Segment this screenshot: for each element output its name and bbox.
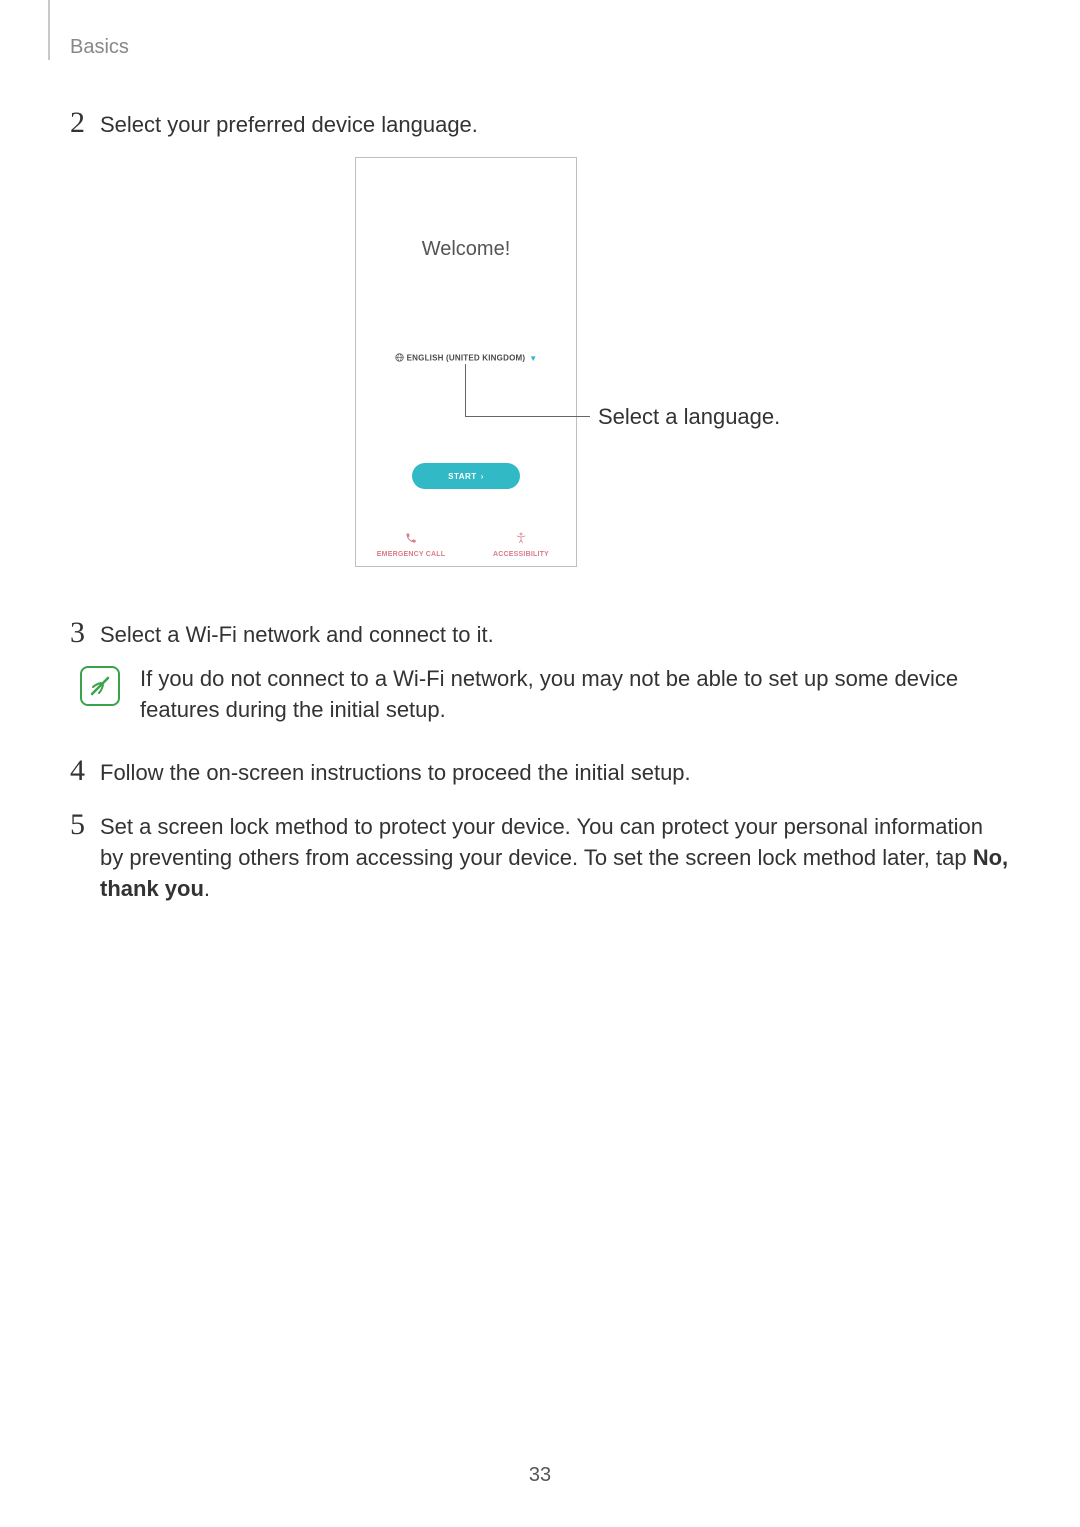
step-3: 3 Select a Wi-Fi network and connect to … [70,620,1010,651]
emergency-call-label: EMERGENCY CALL [356,551,466,558]
note-text: If you do not connect to a Wi-Fi network… [140,664,1010,726]
globe-icon [395,353,404,364]
phone-mockup: Welcome! ENGLISH (UNITED KINGDOM)▼ START… [355,157,577,567]
callout-line-horizontal [465,416,590,417]
step-4: 4 Follow the on-screen instructions to p… [70,758,1010,789]
start-button[interactable]: START › [412,463,520,489]
chevron-down-icon: ▼ [529,354,537,363]
step-text: Follow the on-screen instructions to pro… [100,758,1010,789]
page-number: 33 [0,1464,1080,1487]
chevron-right-icon: › [481,472,484,481]
note-row: If you do not connect to a Wi-Fi network… [80,664,1010,726]
header-rule [48,0,50,60]
accessibility-label: ACCESSIBILITY [466,551,576,558]
step-text: Set a screen lock method to protect your… [100,812,1010,904]
language-selector[interactable]: ENGLISH (UNITED KINGDOM)▼ [356,353,576,364]
step-text: Select your preferred device language. [100,110,1010,141]
step-2: 2 Select your preferred device language. [70,110,1010,141]
emergency-call-button[interactable]: EMERGENCY CALL [356,531,466,558]
step-number: 2 [70,106,85,140]
phone-footer: EMERGENCY CALL ACCESSIBILITY [356,531,576,558]
section-title: Basics [70,36,129,59]
callout-label: Select a language. [598,404,780,430]
accessibility-button[interactable]: ACCESSIBILITY [466,531,576,558]
step-number: 5 [70,808,85,842]
phone-icon [356,531,466,549]
welcome-title: Welcome! [356,238,576,261]
step5-text-a: Set a screen lock method to protect your… [100,814,983,870]
language-label: ENGLISH (UNITED KINGDOM) [407,354,526,363]
note-icon [80,666,120,706]
step-text: Select a Wi-Fi network and connect to it… [100,620,1010,651]
accessibility-icon [466,531,576,549]
start-button-label: START [448,472,477,481]
step-number: 4 [70,754,85,788]
callout-line-vertical [465,364,466,416]
step5-text-b: . [204,876,210,901]
step-number: 3 [70,616,85,650]
manual-page: Basics 2 Select your preferred device la… [0,0,1080,1527]
step-5: 5 Set a screen lock method to protect yo… [70,812,1010,904]
